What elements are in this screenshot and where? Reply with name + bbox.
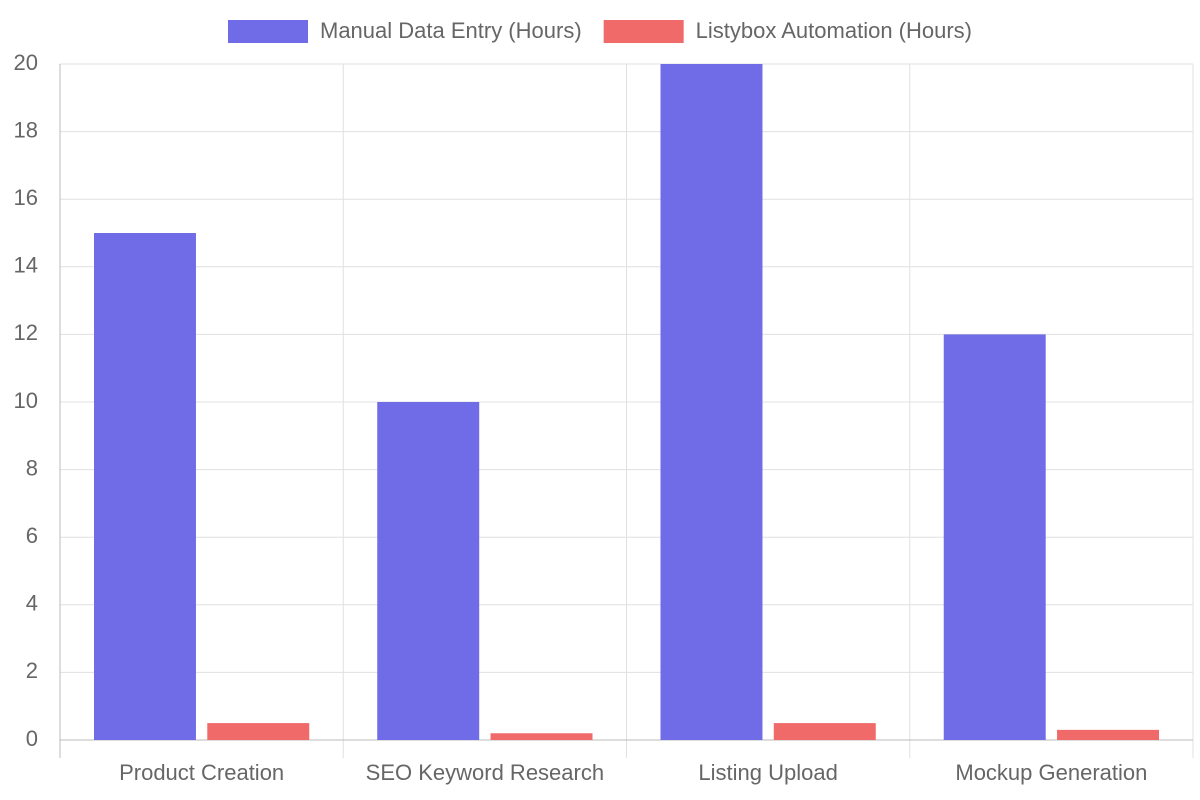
- x-tick-label: SEO Keyword Research: [366, 760, 604, 785]
- y-tick-label: 12: [14, 320, 38, 345]
- bar: [93, 233, 196, 740]
- bar: [207, 723, 310, 740]
- legend-label: Manual Data Entry (Hours): [320, 18, 582, 43]
- bar: [943, 334, 1046, 740]
- y-tick-label: 4: [26, 591, 38, 616]
- bar: [773, 723, 876, 740]
- y-tick-label: 14: [14, 253, 38, 278]
- bar: [1057, 729, 1160, 740]
- y-tick-label: 6: [26, 523, 38, 548]
- y-tick-label: 10: [14, 388, 38, 413]
- bar: [490, 733, 593, 740]
- y-tick-label: 0: [26, 726, 38, 751]
- legend-swatch: [603, 20, 684, 43]
- x-tick-label: Product Creation: [119, 760, 284, 785]
- x-tick-label: Mockup Generation: [955, 760, 1147, 785]
- y-tick-label: 2: [26, 658, 38, 683]
- bar: [377, 402, 480, 740]
- legend-label: Listybox Automation (Hours): [696, 18, 972, 43]
- y-tick-label: 8: [26, 455, 38, 480]
- legend-swatch: [228, 20, 308, 43]
- bar: [660, 64, 763, 740]
- x-tick-label: Listing Upload: [698, 760, 837, 785]
- y-tick-label: 18: [14, 117, 38, 142]
- y-tick-label: 16: [14, 185, 38, 210]
- y-tick-label: 20: [14, 50, 38, 75]
